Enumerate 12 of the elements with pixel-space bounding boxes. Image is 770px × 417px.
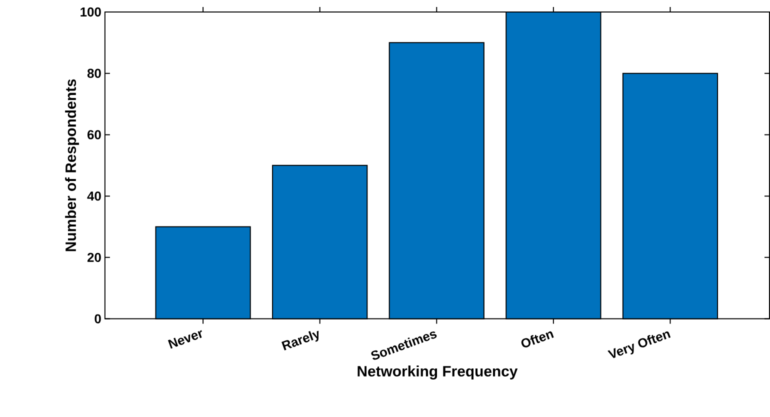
- y-tick-label: 100: [80, 8, 101, 17]
- y-axis-title: Number of Respondents: [65, 79, 79, 252]
- x-axis-title: Networking Frequency: [358, 366, 518, 380]
- y-tick-label: 60: [87, 130, 101, 140]
- x-tick-label: Very Often: [608, 332, 671, 358]
- x-tick-label: Never: [168, 330, 202, 349]
- x-tick-label: Often: [521, 332, 554, 348]
- y-tick-label: 40: [87, 192, 101, 201]
- y-tick-label: 0: [94, 314, 101, 324]
- x-tick-label: Rarely: [282, 330, 319, 350]
- y-tick-label: 20: [87, 252, 101, 262]
- y-tick-label: 80: [87, 68, 101, 78]
